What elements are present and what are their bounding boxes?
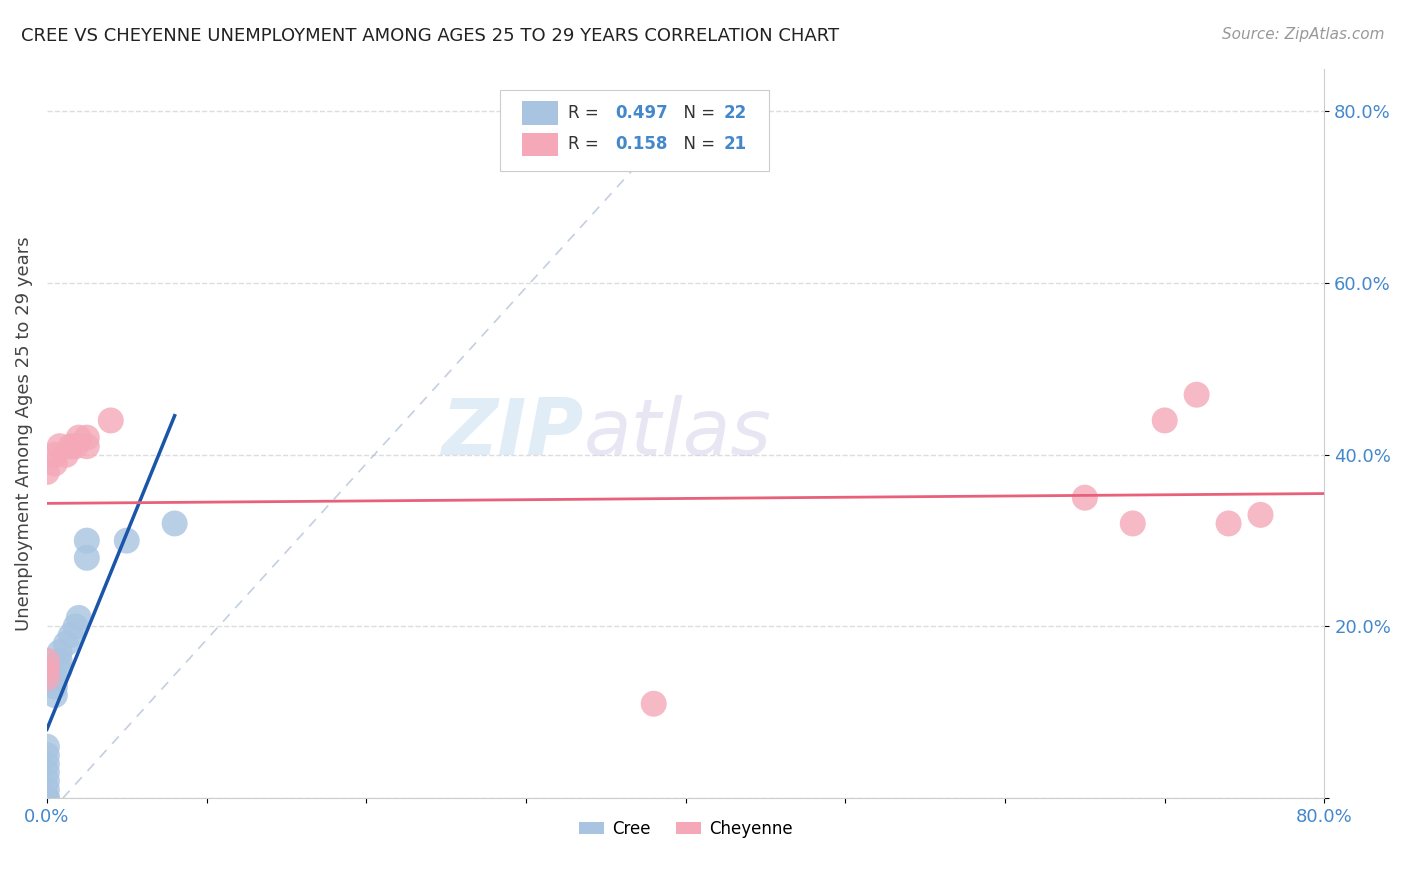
Point	[1185, 387, 1208, 401]
Text: 22: 22	[724, 104, 747, 122]
Point	[59, 439, 82, 453]
Point	[76, 431, 98, 445]
Point	[44, 456, 66, 470]
Bar	[522, 133, 558, 156]
Point	[643, 697, 665, 711]
Point	[55, 448, 77, 462]
Point	[65, 439, 87, 453]
Point	[35, 791, 58, 805]
Point	[67, 611, 90, 625]
Point	[1250, 508, 1272, 522]
Text: atlas: atlas	[583, 395, 772, 471]
Point	[55, 637, 77, 651]
Point	[67, 431, 90, 445]
Point	[35, 671, 58, 685]
Point	[48, 654, 70, 668]
Point	[35, 756, 58, 771]
Point	[44, 688, 66, 702]
Legend: Cree, Cheyenne: Cree, Cheyenne	[572, 814, 799, 845]
Bar	[522, 102, 558, 125]
Point	[1122, 516, 1144, 531]
Point	[35, 654, 58, 668]
Text: R =: R =	[568, 104, 605, 122]
Point	[35, 662, 58, 676]
Text: ZIP: ZIP	[441, 395, 583, 471]
Point	[35, 791, 58, 805]
Point	[44, 448, 66, 462]
Text: R =: R =	[568, 136, 605, 153]
Point	[48, 662, 70, 676]
Text: N =: N =	[673, 136, 720, 153]
Point	[35, 765, 58, 780]
Text: N =: N =	[673, 104, 720, 122]
Point	[115, 533, 138, 548]
Y-axis label: Unemployment Among Ages 25 to 29 years: Unemployment Among Ages 25 to 29 years	[15, 236, 32, 631]
Point	[48, 645, 70, 659]
Point	[35, 739, 58, 754]
Point	[44, 671, 66, 685]
Text: 21: 21	[724, 136, 747, 153]
Text: CREE VS CHEYENNE UNEMPLOYMENT AMONG AGES 25 TO 29 YEARS CORRELATION CHART: CREE VS CHEYENNE UNEMPLOYMENT AMONG AGES…	[21, 27, 839, 45]
Point	[35, 774, 58, 789]
Point	[48, 439, 70, 453]
Point	[100, 413, 122, 427]
Point	[76, 550, 98, 565]
Text: Source: ZipAtlas.com: Source: ZipAtlas.com	[1222, 27, 1385, 42]
Point	[76, 439, 98, 453]
Point	[1074, 491, 1097, 505]
Point	[1153, 413, 1175, 427]
Point	[35, 748, 58, 763]
Point	[76, 533, 98, 548]
Point	[65, 619, 87, 633]
Point	[35, 465, 58, 479]
Point	[44, 680, 66, 694]
FancyBboxPatch shape	[501, 90, 769, 170]
Point	[1218, 516, 1240, 531]
Point	[35, 782, 58, 797]
Text: 0.158: 0.158	[616, 136, 668, 153]
Point	[163, 516, 186, 531]
Point	[59, 628, 82, 642]
Text: 0.497: 0.497	[616, 104, 668, 122]
